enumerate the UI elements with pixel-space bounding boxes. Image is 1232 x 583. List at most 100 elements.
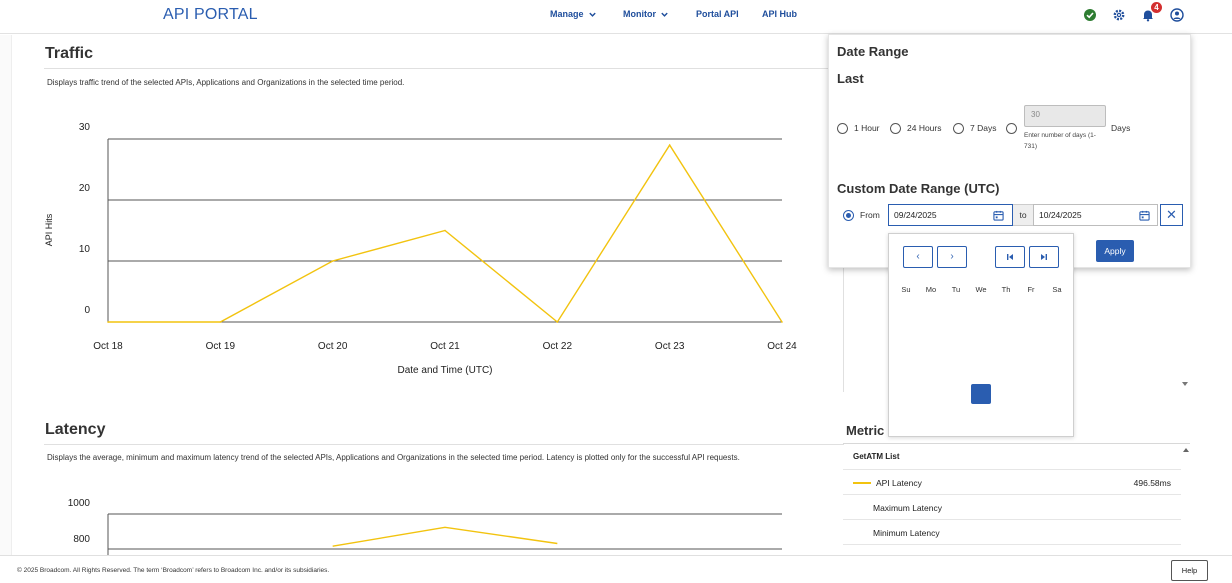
clear-date-button[interactable]: ✕	[1160, 204, 1183, 226]
bell-icon[interactable]	[1141, 8, 1155, 22]
x-tick-label: Oct 20	[318, 341, 348, 352]
from-label: From	[860, 210, 880, 220]
weekday-label: Sa	[1052, 285, 1062, 294]
days-label: Days	[1111, 123, 1131, 133]
metric-row-min-latency[interactable]: Minimum Latency	[843, 520, 1181, 545]
chevron-down-icon	[588, 12, 596, 17]
weekday-label: Th	[1001, 285, 1011, 294]
metric-label: Minimum Latency	[873, 528, 940, 538]
to-date-input[interactable]: 10/24/2025	[1033, 204, 1158, 226]
notification-badge: 4	[1151, 2, 1162, 13]
y-tick-label: 30	[79, 122, 91, 133]
from-date-value: 09/24/2025	[894, 210, 937, 220]
latency-chart: 800 1000	[68, 498, 782, 555]
weekday-label: We	[975, 285, 987, 294]
y-axis-label: API Hits	[44, 213, 54, 246]
y-tick-label: 20	[79, 183, 91, 194]
days-input[interactable]: 30	[1024, 105, 1106, 127]
latency-divider	[44, 444, 844, 445]
first-month-button[interactable]	[995, 246, 1025, 268]
metric-value: 496.58ms	[1133, 478, 1171, 488]
custom-range-title: Custom Date Range (UTC)	[837, 181, 1000, 196]
data-point	[556, 321, 559, 323]
radio-7-days-label: 7 Days	[970, 123, 997, 133]
nav-manage-label: Manage	[550, 9, 584, 19]
chevron-down-icon	[661, 12, 668, 17]
date-range-title: Date Range	[837, 44, 909, 59]
top-header: API PORTAL Manage Monitor Portal API API…	[0, 0, 1232, 34]
to-date-value: 10/24/2025	[1039, 210, 1082, 220]
brand-logo[interactable]: API PORTAL	[163, 6, 258, 23]
user-profile-icon[interactable]	[1170, 8, 1184, 22]
x-tick-label: Oct 23	[655, 341, 685, 352]
radio-24-hours[interactable]	[890, 123, 901, 134]
metric-row-api-latency[interactable]: API Latency 496.58ms	[843, 470, 1181, 495]
metric-divider	[843, 443, 1190, 444]
radio-7-days[interactable]	[953, 123, 964, 134]
status-ok-icon[interactable]	[1083, 8, 1097, 22]
data-point	[219, 321, 222, 323]
weekday-label: Tu	[951, 285, 961, 294]
y-tick-label: 0	[84, 305, 90, 316]
next-month-button[interactable]: ›	[937, 246, 967, 268]
metric-label: Maximum Latency	[873, 503, 942, 513]
last-month-button[interactable]	[1029, 246, 1059, 268]
x-tick-label: Oct 18	[93, 341, 123, 352]
nav-portal-api-label: Portal API	[696, 9, 739, 19]
radio-1-hour-label: 1 Hour	[854, 123, 880, 133]
x-tick-label: Oct 21	[430, 341, 460, 352]
x-axis-label: Date and Time (UTC)	[397, 365, 492, 376]
latency-description: Displays the average, minimum and maximu…	[47, 453, 740, 462]
date-range-popover: Date Range Last 1 Hour 24 Hours 7 Days 3…	[828, 34, 1191, 268]
metric-group-label: GetATM List	[853, 452, 900, 461]
scroll-down-icon[interactable]	[1181, 380, 1189, 388]
to-label: to	[1013, 204, 1033, 226]
from-date-input[interactable]: 09/24/2025	[888, 204, 1013, 226]
series-line	[332, 526, 558, 547]
last-heading: Last	[837, 71, 864, 86]
metric-title: Metric	[846, 423, 885, 438]
copyright-text: © 2025 Broadcom. All Rights Reserved. Th…	[17, 567, 330, 574]
metric-group-header[interactable]: GetATM List	[843, 444, 1181, 470]
skip-last-icon	[1041, 254, 1047, 260]
radio-custom-range[interactable]	[843, 210, 854, 221]
close-icon: ✕	[1166, 207, 1177, 222]
settings-gear-icon[interactable]	[1112, 8, 1126, 22]
nav-monitor-label: Monitor	[623, 9, 656, 19]
apply-button[interactable]: Apply	[1096, 240, 1134, 262]
panel-divider	[843, 268, 844, 392]
help-button[interactable]: Help	[1171, 560, 1208, 581]
data-point	[107, 321, 109, 323]
data-point	[668, 144, 671, 146]
x-tick-label: Oct 24	[767, 341, 797, 352]
nav-manage[interactable]: Manage	[550, 9, 597, 19]
traffic-description: Displays traffic trend of the selected A…	[47, 78, 405, 87]
calendar-icon[interactable]	[1139, 210, 1150, 221]
footer: © 2025 Broadcom. All Rights Reserved. Th…	[0, 555, 1232, 583]
radio-24-hours-label: 24 Hours	[907, 123, 942, 133]
metric-row-max-latency[interactable]: Maximum Latency	[843, 495, 1181, 520]
traffic-chart: 0 10 20 30 Oct 18 Oct 19 Oct 20 Oct 21 Oct 22 Oct…	[44, 122, 797, 376]
data-point	[331, 260, 334, 262]
data-point	[781, 321, 783, 323]
weekday-label: Fr	[1027, 285, 1035, 294]
calendar-selected-day[interactable]	[971, 384, 991, 404]
nav-monitor[interactable]: Monitor	[623, 9, 669, 19]
traffic-title: Traffic	[45, 45, 94, 62]
x-tick-label: Oct 22	[543, 341, 573, 352]
skip-first-icon	[1007, 254, 1013, 260]
nav-api-hub[interactable]: API Hub	[762, 9, 797, 19]
radio-custom-days[interactable]	[1006, 123, 1017, 134]
metric-label: API Latency	[876, 478, 922, 488]
calendar-icon[interactable]	[993, 210, 1004, 221]
nav-api-hub-label: API Hub	[762, 9, 797, 19]
radio-1-hour[interactable]	[837, 123, 848, 134]
left-edge-strip	[0, 35, 12, 555]
nav-portal-api[interactable]: Portal API	[696, 9, 739, 19]
days-hint: Enter number of days (1-731)	[1024, 132, 1096, 150]
prev-month-button[interactable]: ‹	[903, 246, 933, 268]
weekday-label: Mo	[925, 285, 937, 294]
collapse-caret-icon[interactable]	[1182, 446, 1190, 454]
x-tick-label: Oct 19	[206, 341, 236, 352]
